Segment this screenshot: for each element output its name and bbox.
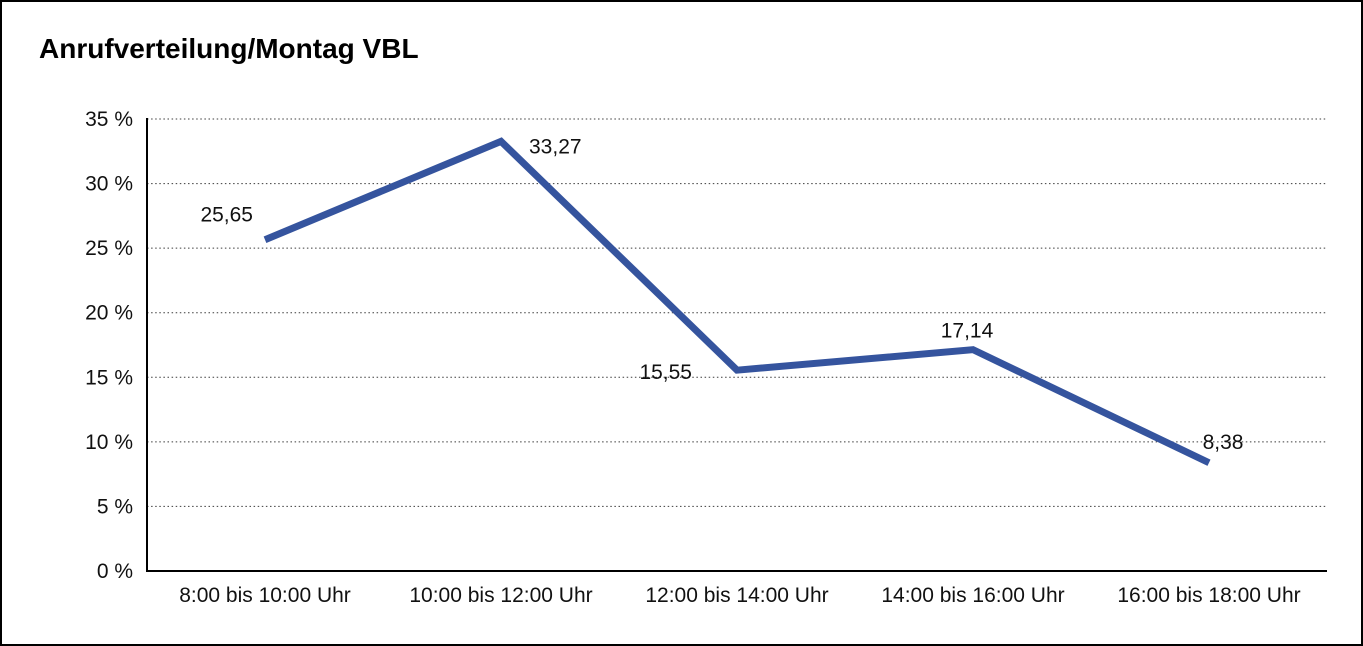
chart-title: Anrufverteilung/Montag VBL	[39, 33, 419, 64]
y-tick-label: 5 %	[97, 495, 133, 518]
x-tick-label: 8:00 bis 10:00 Uhr	[179, 584, 351, 607]
y-tick-label: 0 %	[97, 560, 133, 583]
y-tick-label: 25 %	[85, 237, 133, 260]
y-tick-label: 35 %	[85, 108, 133, 131]
data-point-label: 8,38	[1203, 431, 1244, 454]
x-tick-label: 10:00 bis 12:00 Uhr	[409, 584, 592, 607]
y-tick-label: 30 %	[85, 173, 133, 196]
x-tick-label: 12:00 bis 14:00 Uhr	[645, 584, 828, 607]
y-tick-label: 20 %	[85, 302, 133, 325]
x-tick-label: 16:00 bis 18:00 Uhr	[1117, 584, 1300, 607]
y-tick-label: 10 %	[85, 431, 133, 454]
x-tick-label: 14:00 bis 16:00 Uhr	[881, 584, 1064, 607]
data-line	[263, 137, 1211, 466]
data-point-label: 17,14	[941, 320, 994, 343]
data-point-label: 15,55	[639, 361, 692, 384]
data-point-label: 33,27	[529, 135, 582, 158]
data-point-label: 25,65	[200, 204, 253, 227]
y-tick-label: 15 %	[85, 366, 133, 389]
